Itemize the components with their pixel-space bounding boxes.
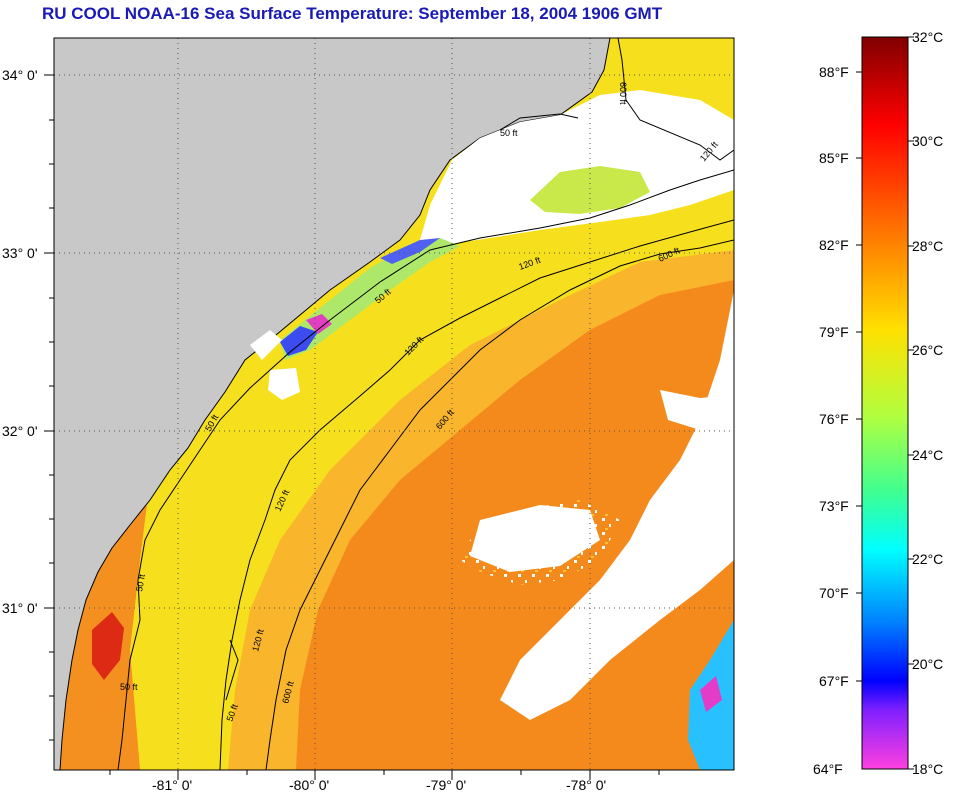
sst-cold-spot — [280, 326, 318, 356]
colorbar-f-88: 88°F — [819, 64, 849, 80]
colorbar-f-79: 79°F — [819, 324, 849, 340]
colorbar — [861, 36, 909, 770]
colorbar-c-22: 22°C — [912, 551, 943, 567]
colorbar-c-28: 28°C — [912, 238, 943, 254]
lon-label-79: -79° 0' — [426, 777, 466, 793]
cloud-5 — [268, 368, 300, 400]
cloud-6 — [250, 330, 282, 360]
sst-cool-patch — [530, 166, 650, 214]
lat-label-34: 34° 0' — [2, 67, 38, 83]
colorbar-f-70: 70°F — [819, 585, 849, 601]
lon-label-78: -78° 0' — [566, 777, 606, 793]
lon-label-80: -80° 0' — [289, 777, 329, 793]
sst-magenta-spot — [306, 314, 332, 334]
lat-label-31: 31° 0' — [2, 600, 38, 616]
map-frame — [53, 37, 735, 771]
colorbar-f-85: 85°F — [819, 150, 849, 166]
sst-se-magenta — [700, 676, 722, 712]
colorbar-c-26: 26°C — [912, 342, 943, 358]
colorbar-f-73: 73°F — [819, 498, 849, 514]
lat-label-32: 32° 0' — [2, 423, 38, 439]
colorbar-ticks — [856, 36, 914, 770]
map-title: RU COOL NOAA-16 Sea Surface Temperature:… — [42, 4, 663, 23]
lon-label-81: -81° 0' — [152, 777, 192, 793]
sst-cool-nearshore — [280, 238, 460, 360]
colorbar-f-76: 76°F — [819, 411, 849, 427]
colorbar-f-67: 67°F — [819, 673, 849, 689]
contour-label: 600 ft — [618, 82, 628, 105]
bay-white — [420, 90, 734, 244]
cloud-4 — [660, 390, 734, 430]
colorbar-c-20: 20°C — [912, 656, 943, 672]
colorbar-c-18: 18°C — [912, 761, 943, 777]
isobath-lines — [117, 38, 734, 770]
lat-label-33: 33° 0' — [2, 245, 38, 261]
cloud-1 — [500, 290, 734, 720]
colorbar-c-32: 32°C — [912, 29, 943, 45]
sst-blue-streak — [380, 238, 440, 264]
colorbar-f-64: 64°F — [813, 761, 843, 777]
contour-label: 50 ft — [134, 573, 147, 592]
contour-label: 50 ft — [120, 682, 138, 692]
colorbar-c-30: 30°C — [912, 133, 943, 149]
graticule — [54, 38, 734, 770]
axis-ticks — [44, 74, 660, 780]
sst-hotspot — [92, 612, 124, 680]
contour-label: 50 ft — [500, 128, 518, 138]
cloud-3 — [470, 505, 600, 572]
land-mass — [54, 38, 611, 770]
colorbar-c-24: 24°C — [912, 447, 943, 463]
colorbar-f-82: 82°F — [819, 237, 849, 253]
